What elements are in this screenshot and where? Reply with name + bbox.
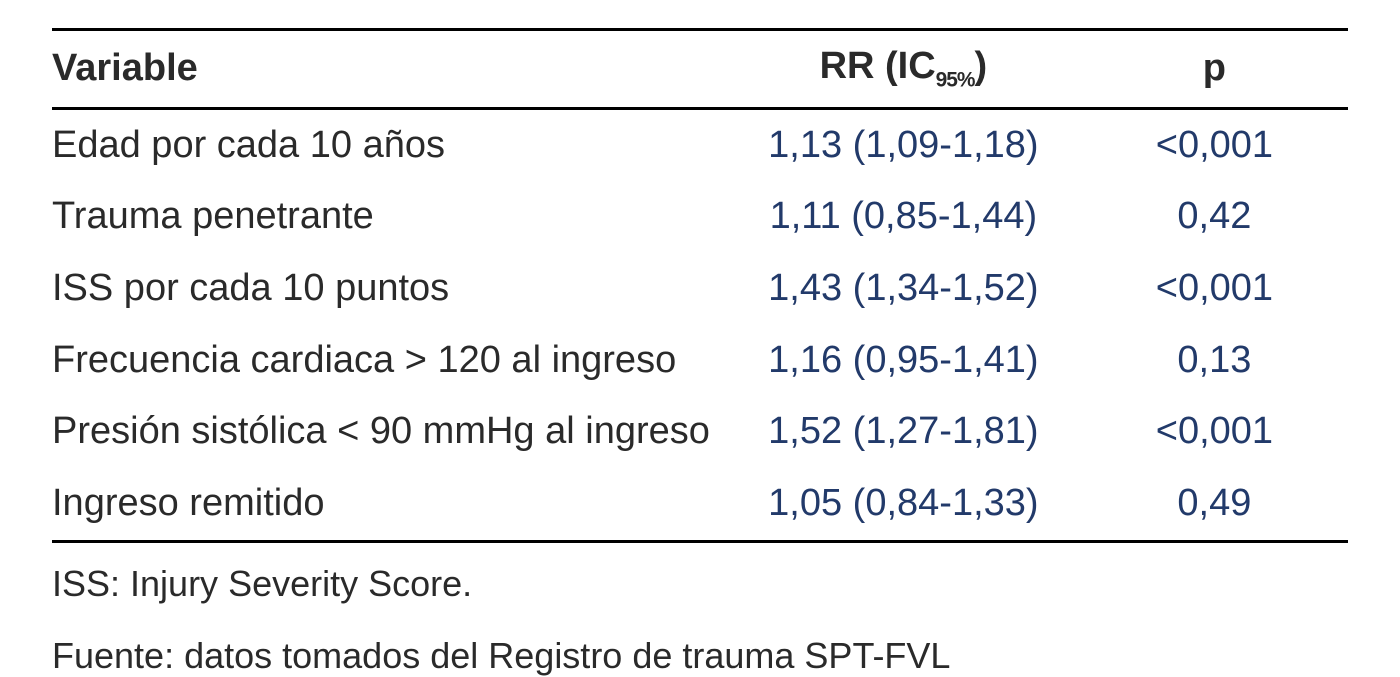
cell-rr: 1,13 (1,09-1,18): [726, 108, 1089, 181]
cell-rr: 1,43 (1,34-1,52): [726, 253, 1089, 325]
cell-rr: 1,11 (0,85-1,44): [726, 181, 1089, 253]
cell-rr: 1,05 (0,84-1,33): [726, 468, 1089, 541]
rr-label-prefix: RR (IC: [820, 45, 936, 87]
rr-label-suffix: ): [974, 45, 987, 87]
cell-rr: 1,52 (1,27-1,81): [726, 396, 1089, 468]
footnote-abbr: ISS: Injury Severity Score.: [52, 563, 1348, 605]
table-row: Frecuencia cardiaca > 120 al ingreso 1,1…: [52, 325, 1348, 397]
cell-variable: Edad por cada 10 años: [52, 108, 726, 181]
table-row: Presión sistólica < 90 mmHg al ingreso 1…: [52, 396, 1348, 468]
cell-p: 0,49: [1089, 468, 1348, 541]
cell-rr: 1,16 (0,95-1,41): [726, 325, 1089, 397]
table-row: Edad por cada 10 años 1,13 (1,09-1,18) <…: [52, 108, 1348, 181]
page-container: Variable RR (IC95%) p Edad por cada 10 a…: [0, 0, 1400, 677]
cell-p: 0,13: [1089, 325, 1348, 397]
cell-p: <0,001: [1089, 108, 1348, 181]
table-header-row: Variable RR (IC95%) p: [52, 30, 1348, 109]
cell-variable: Frecuencia cardiaca > 120 al ingreso: [52, 325, 726, 397]
cell-variable: ISS por cada 10 puntos: [52, 253, 726, 325]
col-header-p: p: [1089, 30, 1348, 109]
rr-label-sub: 95%: [936, 69, 975, 92]
footnote-source: Fuente: datos tomados del Registro de tr…: [52, 635, 1348, 677]
cell-p: <0,001: [1089, 396, 1348, 468]
col-header-rr: RR (IC95%): [726, 30, 1089, 109]
results-table: Variable RR (IC95%) p Edad por cada 10 a…: [52, 28, 1348, 543]
cell-variable: Trauma penetrante: [52, 181, 726, 253]
cell-p: <0,001: [1089, 253, 1348, 325]
table-row: Ingreso remitido 1,05 (0,84-1,33) 0,49: [52, 468, 1348, 541]
table-row: ISS por cada 10 puntos 1,43 (1,34-1,52) …: [52, 253, 1348, 325]
cell-p: 0,42: [1089, 181, 1348, 253]
table-row: Trauma penetrante 1,11 (0,85-1,44) 0,42: [52, 181, 1348, 253]
col-header-variable: Variable: [52, 30, 726, 109]
cell-variable: Ingreso remitido: [52, 468, 726, 541]
cell-variable: Presión sistólica < 90 mmHg al ingreso: [52, 396, 726, 468]
